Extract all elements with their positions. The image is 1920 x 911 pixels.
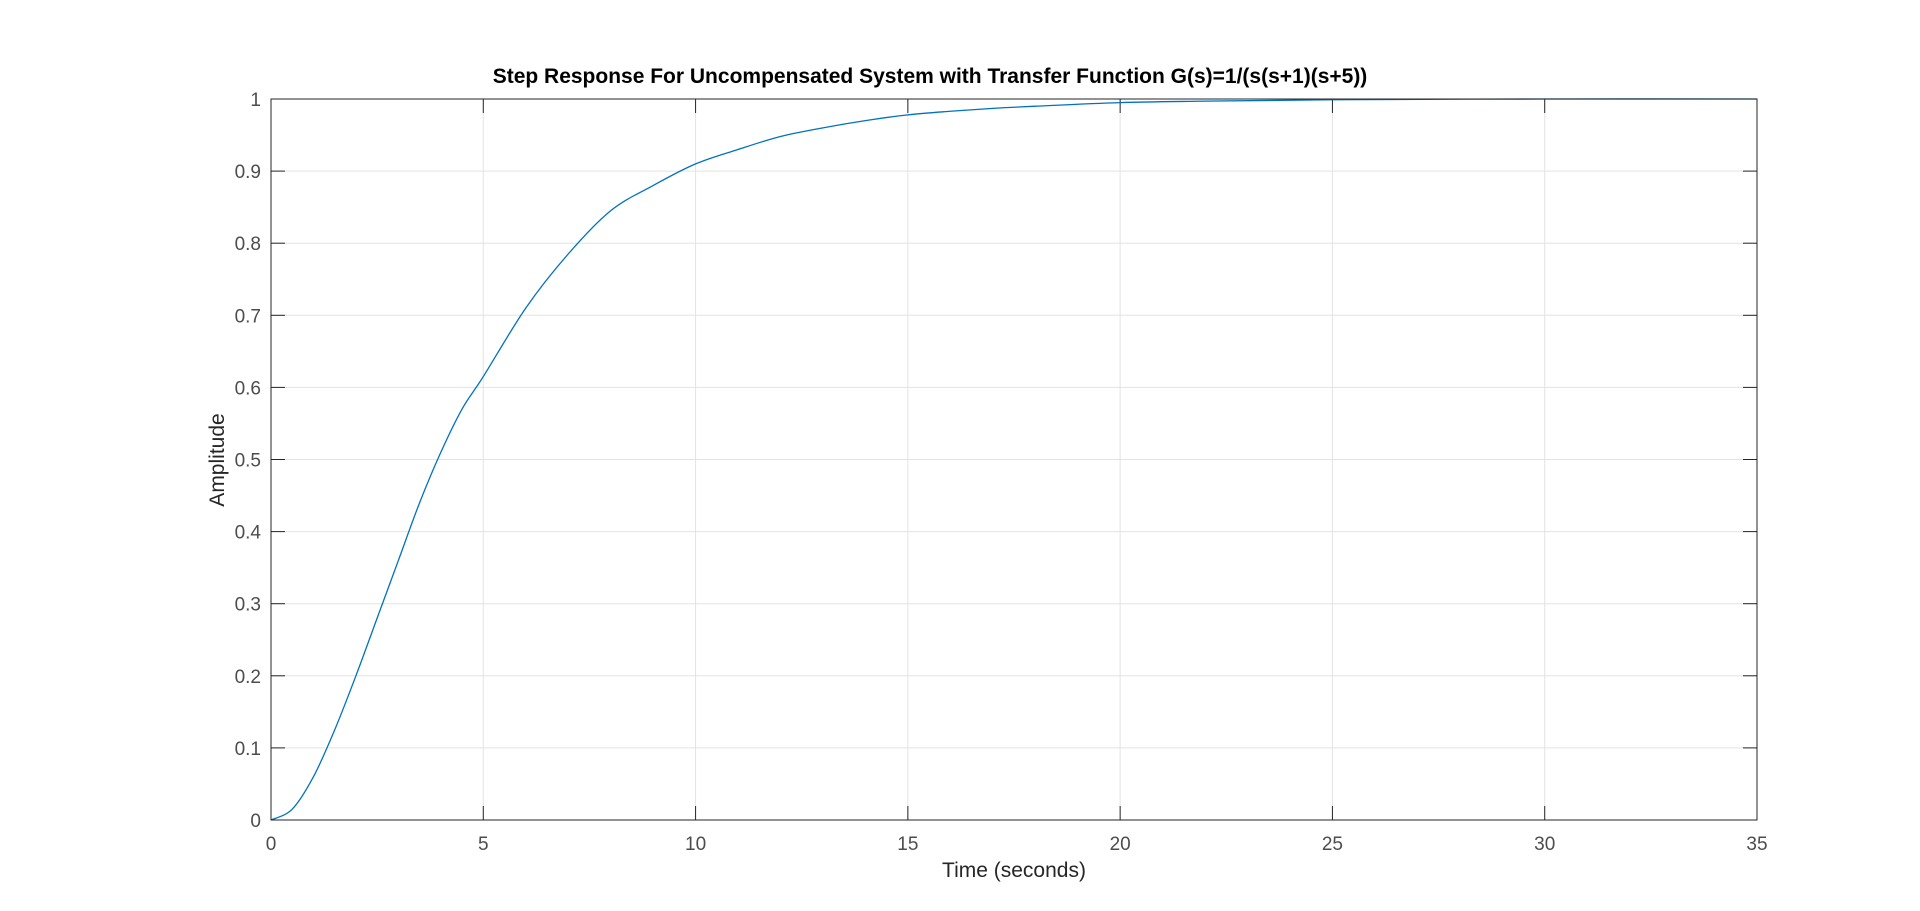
x-tick-label: 30: [1534, 834, 1555, 855]
x-tick-label: 15: [897, 834, 918, 855]
y-tick-label: 0.6: [235, 378, 261, 399]
axes-box: [270, 98, 1758, 821]
y-tick-label: 0.8: [235, 234, 261, 255]
y-tick-label: 0: [250, 811, 261, 832]
grid-lines: [270, 98, 1758, 821]
y-axis-label: Amplitude: [206, 413, 229, 506]
y-tick-label: 0.9: [235, 162, 261, 183]
y-tick-labels: 0 0.1 0.2 0.3 0.4 0.5 0.6 0.7 0.8 0.9 1: [235, 90, 262, 832]
x-tick-labels: 0 5 10 15 20 25 30 35: [266, 834, 1768, 855]
y-tick-label: 0.3: [235, 595, 261, 616]
x-tick-label: 25: [1322, 834, 1343, 855]
x-tick-label: 20: [1110, 834, 1131, 855]
y-tick-label: 0.7: [235, 306, 261, 327]
series-line: [270, 98, 1758, 821]
x-tick-label: 0: [266, 834, 277, 855]
x-tick-label: 35: [1746, 834, 1767, 855]
y-tick-label: 0.1: [235, 739, 261, 760]
y-tick-label: 0.5: [235, 451, 261, 472]
y-tick-label: 1: [250, 90, 261, 111]
y-tick-label: 0.2: [235, 667, 261, 688]
x-tick-label: 5: [478, 834, 489, 855]
x-axis-label: Time (seconds): [942, 859, 1086, 882]
axis-ticks: [270, 98, 1758, 821]
x-tick-label: 10: [685, 834, 706, 855]
y-tick-label: 0.4: [235, 523, 262, 544]
chart-title: Step Response For Uncompensated System w…: [493, 65, 1368, 88]
